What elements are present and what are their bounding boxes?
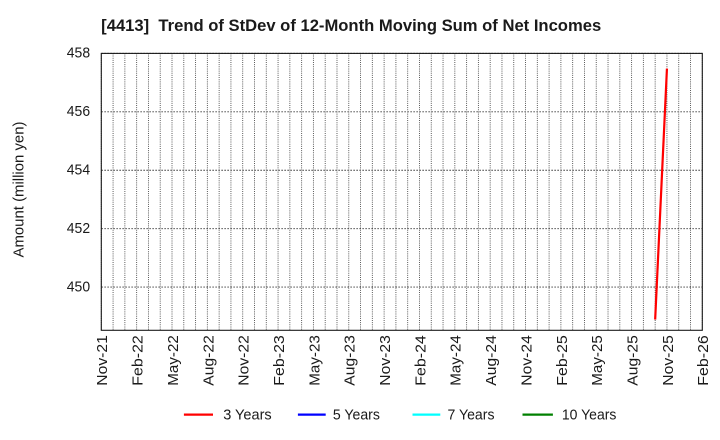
svg-text:5 Years: 5 Years — [333, 406, 380, 423]
svg-text:Feb-24: Feb-24 — [412, 335, 429, 386]
svg-text:Feb-26: Feb-26 — [695, 335, 712, 386]
svg-text:452: 452 — [67, 220, 90, 237]
svg-text:Nov-23: Nov-23 — [377, 335, 394, 386]
svg-text:450: 450 — [67, 278, 90, 295]
svg-text:Nov-22: Nov-22 — [236, 335, 253, 386]
svg-text:Aug-24: Aug-24 — [483, 335, 500, 386]
svg-text:456: 456 — [67, 103, 90, 120]
svg-text:Nov-21: Nov-21 — [94, 335, 111, 386]
svg-text:3 Years: 3 Years — [223, 406, 272, 423]
svg-text:Aug-22: Aug-22 — [200, 335, 217, 386]
svg-text:10 Years: 10 Years — [562, 406, 617, 423]
svg-text:May-24: May-24 — [448, 335, 465, 386]
svg-text:May-25: May-25 — [589, 335, 606, 386]
svg-text:Aug-25: Aug-25 — [624, 335, 641, 386]
svg-text:Feb-22: Feb-22 — [130, 335, 147, 386]
svg-text:Amount (million yen): Amount (million yen) — [11, 122, 28, 258]
svg-text:7 Years: 7 Years — [448, 406, 495, 423]
svg-text:458: 458 — [67, 45, 90, 62]
svg-text:[4413] Trend of StDev of 12-M: [4413] Trend of StDev of 12-Month Moving… — [101, 17, 601, 35]
svg-text:Feb-25: Feb-25 — [554, 335, 571, 386]
svg-text:454: 454 — [67, 161, 90, 178]
svg-text:May-23: May-23 — [306, 335, 323, 386]
svg-text:Nov-25: Nov-25 — [660, 335, 677, 386]
svg-text:May-22: May-22 — [165, 335, 182, 386]
svg-text:Aug-23: Aug-23 — [342, 335, 359, 386]
svg-text:Feb-23: Feb-23 — [271, 335, 288, 386]
svg-text:Nov-24: Nov-24 — [518, 335, 535, 386]
